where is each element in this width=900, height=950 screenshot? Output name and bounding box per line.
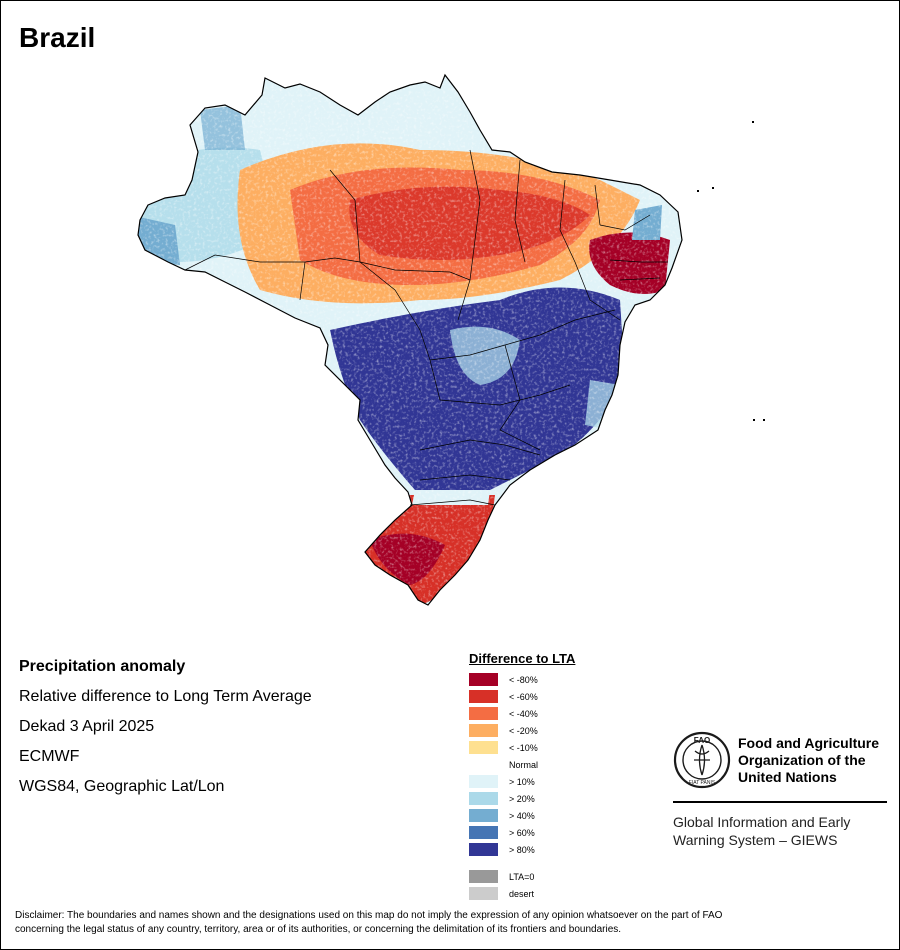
legend-title: Difference to LTA bbox=[469, 651, 576, 666]
info-heading: Precipitation anomaly bbox=[19, 658, 186, 675]
legend-label: < -80% bbox=[509, 674, 538, 685]
legend-item: > 10% bbox=[469, 773, 575, 790]
legend-item: < -20% bbox=[469, 722, 575, 739]
disclaimer-line-1: Disclaimer: The boundaries and names sho… bbox=[15, 910, 723, 921]
offshore-islands bbox=[697, 121, 765, 421]
info-period: Dekad 3 April 2025 bbox=[19, 718, 155, 735]
fao-logo-motto: FIAT PANIS bbox=[689, 780, 716, 786]
legend-label: < -10% bbox=[509, 742, 538, 753]
map-legend: Difference to LTA < -80% < -60% < -40% < -2… bbox=[469, 651, 575, 902]
legend-label: > 80% bbox=[509, 844, 535, 855]
legend-swatch bbox=[469, 792, 498, 805]
legend-label: < -60% bbox=[509, 691, 538, 702]
legend-label: > 60% bbox=[509, 827, 535, 838]
legend-swatch bbox=[469, 690, 498, 703]
legend-label: Normal bbox=[509, 759, 539, 770]
legend-item: desert bbox=[469, 885, 575, 902]
system-name-line-2: Warning System – GIEWS bbox=[673, 832, 838, 848]
legend-item: > 60% bbox=[469, 824, 575, 841]
legend-item: > 40% bbox=[469, 807, 575, 824]
map-title: Brazil bbox=[19, 22, 96, 53]
fao-logo-icon: FAO FIAT PANIS bbox=[673, 731, 731, 789]
legend-label: desert bbox=[509, 888, 535, 899]
legend-swatch bbox=[469, 758, 498, 771]
legend-item: < -40% bbox=[469, 705, 575, 722]
info-projection: WGS84, Geographic Lat/Lon bbox=[19, 778, 225, 795]
legend-swatch bbox=[469, 826, 498, 839]
legend-item: < -10% bbox=[469, 739, 575, 756]
legend-label: > 10% bbox=[509, 776, 535, 787]
org-name: Food and Agriculture Organization of the… bbox=[738, 735, 879, 786]
legend-item: < -80% bbox=[469, 671, 575, 688]
legend-label: > 20% bbox=[509, 793, 535, 804]
legend-extra-items: LTA=0 desert bbox=[469, 868, 575, 902]
legend-swatch bbox=[469, 707, 498, 720]
legend-item: > 80% bbox=[469, 841, 575, 858]
legend-item: > 20% bbox=[469, 790, 575, 807]
legend-label: < -40% bbox=[509, 708, 538, 719]
org-name-line-2: Organization of the bbox=[738, 752, 866, 768]
legend-swatch bbox=[469, 887, 498, 900]
legend-swatch bbox=[469, 741, 498, 754]
org-divider bbox=[673, 801, 887, 803]
disclaimer-line-2: concerning the legal status of any count… bbox=[15, 924, 622, 935]
legend-item: < -60% bbox=[469, 688, 575, 705]
legend-item: LTA=0 bbox=[469, 868, 575, 885]
org-name-line-3: United Nations bbox=[738, 769, 837, 785]
info-source: ECMWF bbox=[19, 748, 80, 765]
state-boundaries bbox=[184, 149, 668, 506]
legend-swatch bbox=[469, 673, 498, 686]
legend-swatch bbox=[469, 724, 498, 737]
legend-swatch bbox=[469, 870, 498, 883]
info-subheading: Relative difference to Long Term Average bbox=[19, 688, 312, 705]
legend-swatch bbox=[469, 843, 498, 856]
legend-item: Normal bbox=[469, 756, 575, 773]
legend-label: < -20% bbox=[509, 725, 538, 736]
disclaimer: Disclaimer: The boundaries and names sho… bbox=[15, 909, 887, 937]
legend-label: LTA=0 bbox=[509, 871, 535, 882]
legend-swatch bbox=[469, 809, 498, 822]
legend-items: < -80% < -60% < -40% < -20% < -10% Normal > 10… bbox=[469, 671, 575, 858]
legend-label: > 40% bbox=[509, 810, 535, 821]
system-name: Global Information and Early Warning Sys… bbox=[673, 813, 850, 849]
anomaly-raster bbox=[138, 75, 682, 605]
system-name-line-1: Global Information and Early bbox=[673, 814, 851, 830]
legend-swatch bbox=[469, 775, 498, 788]
fao-logo-letters: FAO bbox=[694, 736, 710, 745]
org-name-line-1: Food and Agriculture bbox=[738, 735, 880, 751]
map-info-block: Precipitation anomaly Relative differenc… bbox=[19, 656, 312, 806]
